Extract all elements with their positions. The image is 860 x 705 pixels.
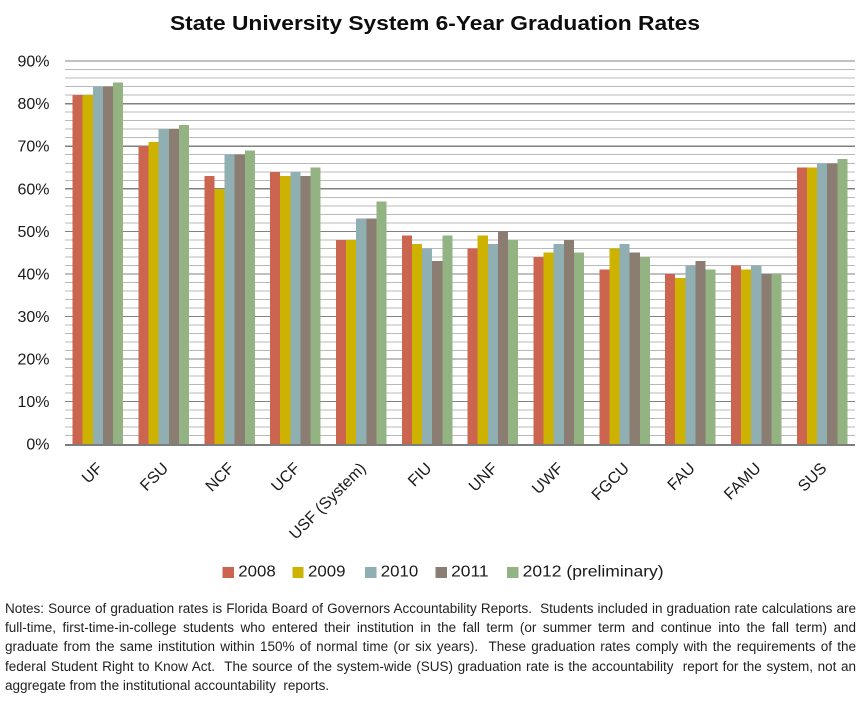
svg-text:70%: 70% — [17, 139, 49, 156]
svg-text:90%: 90% — [17, 54, 49, 71]
svg-text:2011: 2011 — [451, 564, 489, 581]
svg-text:SUS: SUS — [795, 460, 830, 495]
svg-text:2010: 2010 — [381, 564, 419, 581]
svg-text:60%: 60% — [17, 181, 49, 198]
svg-text:40%: 40% — [17, 266, 49, 283]
svg-text:UF: UF — [79, 460, 106, 487]
svg-text:FIU: FIU — [405, 460, 435, 490]
svg-text:FAU: FAU — [665, 460, 699, 494]
svg-text:20%: 20% — [17, 352, 49, 369]
svg-text:50%: 50% — [17, 224, 49, 241]
svg-text:State University System 6-Year: State University System 6-Year Graduatio… — [170, 12, 700, 35]
svg-text:FGCU: FGCU — [589, 460, 633, 504]
svg-text:UCF: UCF — [268, 460, 303, 495]
svg-text:2009: 2009 — [308, 564, 346, 581]
svg-text:2012 (preliminary): 2012 (preliminary) — [523, 564, 664, 581]
svg-text:FSU: FSU — [137, 460, 172, 495]
svg-text:10%: 10% — [17, 394, 49, 411]
svg-text:UWF: UWF — [529, 460, 567, 498]
svg-text:0%: 0% — [26, 437, 49, 454]
svg-text:NCF: NCF — [203, 460, 238, 495]
svg-text:FAMU: FAMU — [721, 460, 764, 503]
svg-text:80%: 80% — [17, 96, 49, 113]
svg-text:30%: 30% — [17, 309, 49, 326]
svg-text:2008: 2008 — [238, 564, 276, 581]
svg-text:UNF: UNF — [466, 460, 501, 495]
